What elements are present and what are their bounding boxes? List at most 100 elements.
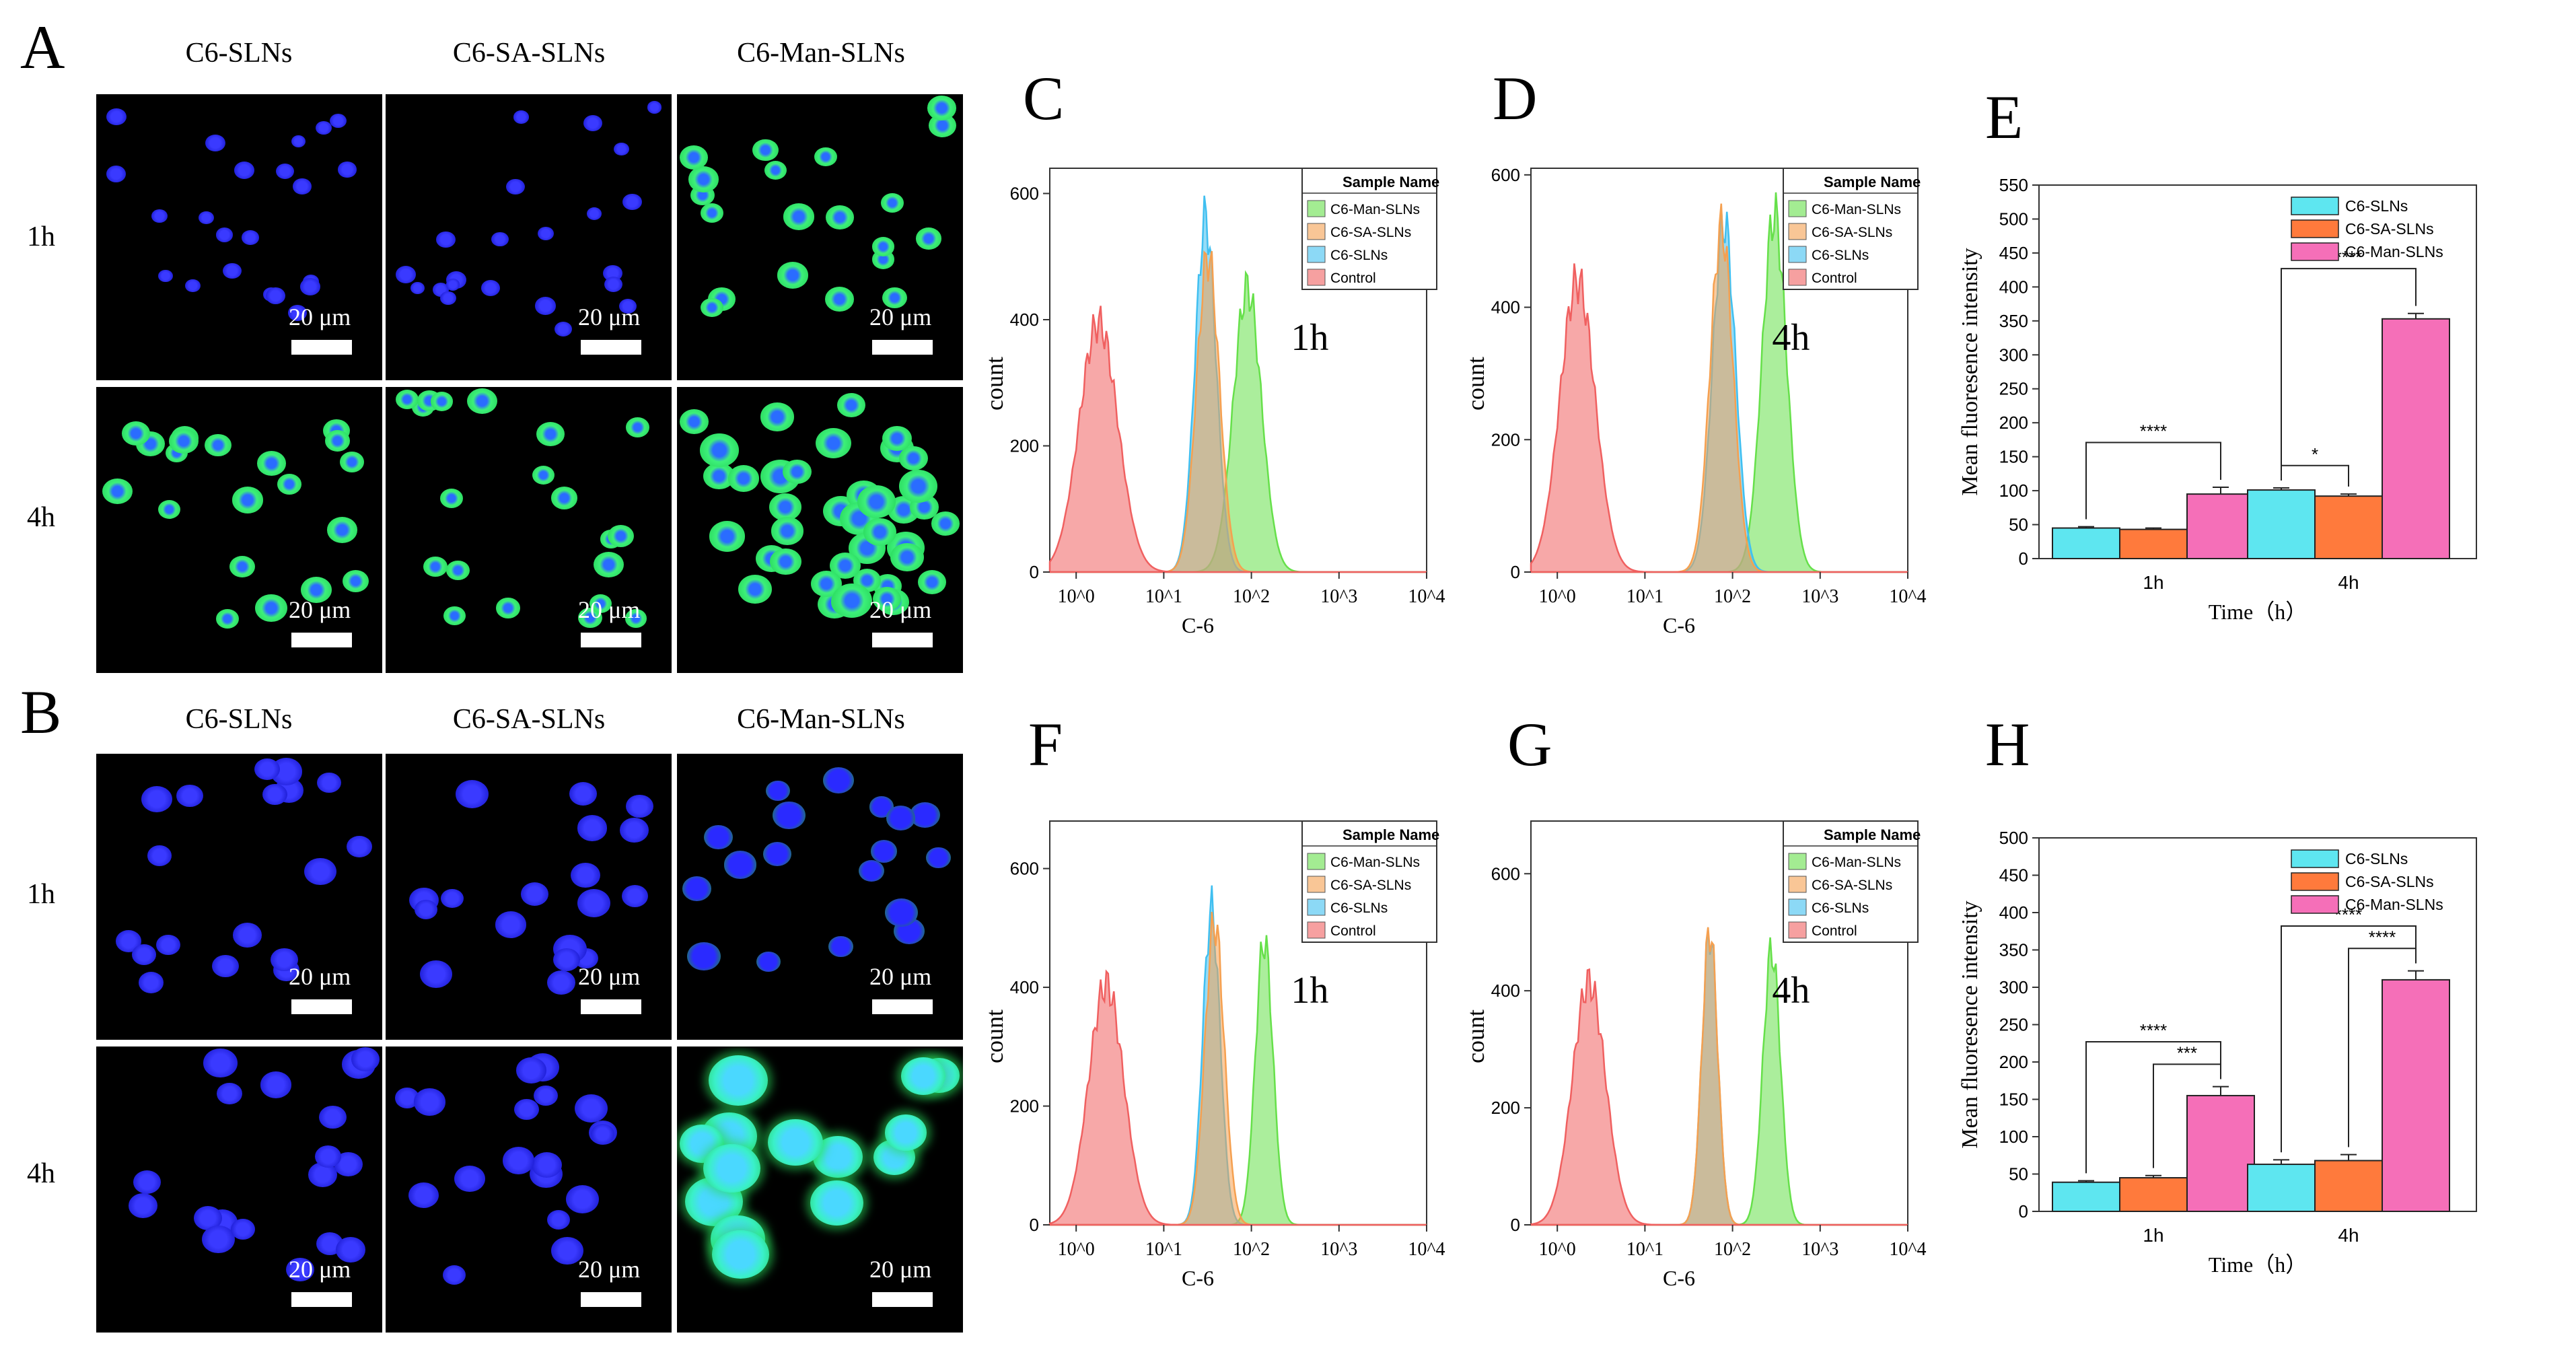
y-tick-label: 300 [1999, 345, 2028, 365]
legend-swatch [1788, 200, 1807, 217]
column-header-c6-sa-slns: C6-SA-SLNs [452, 704, 606, 735]
cell [184, 279, 201, 292]
x-axis-label: Time（h） [2209, 1252, 2307, 1277]
cell [423, 556, 448, 577]
cell [340, 452, 365, 472]
significance-bracket [2153, 1063, 2221, 1168]
micrograph-panel: 20 μm [386, 1047, 672, 1333]
bar-c6-sa-slns [2119, 1177, 2188, 1212]
time-label: 1h [1291, 317, 1328, 359]
y-axis-label: count [1462, 1009, 1489, 1063]
y-tick-label: 100 [1999, 1127, 2028, 1147]
scale-bar-label: 20 μm [578, 304, 641, 330]
micrograph-panel: 20 μm [96, 387, 382, 673]
cell [420, 960, 453, 988]
micrograph-panel: 20 μm [96, 754, 382, 1040]
y-tick-label: 450 [1999, 865, 2028, 886]
cell [262, 783, 288, 806]
x-tick-label: 10^2 [1714, 1239, 1751, 1260]
scale-bar-label: 20 μm [578, 1256, 641, 1283]
y-tick-label: 400 [1491, 297, 1520, 318]
cell [430, 392, 454, 411]
cell [231, 487, 264, 513]
x-tick-label: 10^2 [1233, 1239, 1270, 1260]
column-header-c6-man-slns: C6-Man-SLNs [737, 704, 905, 735]
micrograph-panel: 20 μm [677, 1047, 963, 1333]
cell [614, 143, 629, 156]
cell [618, 299, 637, 314]
legend-entry: C6-SA-SLNs [2345, 873, 2434, 890]
cell [863, 518, 896, 546]
cell [547, 1209, 571, 1230]
y-tick-label: 400 [1999, 902, 2028, 923]
cell [752, 139, 779, 162]
y-tick-label: 0 [2019, 548, 2028, 569]
micrograph-panel: 20 μm [386, 94, 672, 380]
column-header-c6-slns: C6-SLNs [185, 38, 293, 69]
y-axis-label: count [1462, 357, 1489, 411]
significance-bracket [2281, 464, 2349, 487]
cell [217, 1083, 242, 1105]
panel-letter-h: H [1985, 710, 2030, 779]
cell [626, 417, 650, 438]
cell [768, 1119, 824, 1166]
cell [395, 390, 419, 410]
bar-c6-man-slns [2186, 493, 2255, 559]
cell [491, 232, 509, 247]
scale-bar-label: 20 μm [289, 963, 351, 990]
y-tick-label: 600 [1491, 165, 1520, 185]
y-tick-label: 150 [1999, 447, 2028, 467]
legend-entry: C6-Man-SLNs [1812, 202, 1901, 217]
y-tick-label: 200 [1999, 1052, 2028, 1072]
row-label-1h: 1h [27, 879, 55, 910]
legend-entry: C6-Man-SLNs [1330, 202, 1420, 217]
x-tick-label: 10^2 [1233, 586, 1270, 607]
cell [445, 560, 470, 581]
y-tick-label: 0 [2019, 1201, 2028, 1221]
scale-bar [581, 633, 641, 647]
cell [836, 393, 866, 418]
y-tick-label: 400 [1010, 977, 1039, 997]
cell [927, 96, 956, 120]
cell [873, 587, 902, 611]
y-tick-label: 400 [1491, 981, 1520, 1001]
bar-c6-man-slns [2382, 979, 2450, 1212]
cell [351, 1047, 380, 1071]
scale-bar-label: 20 μm [578, 963, 641, 990]
x-tick-label: 10^2 [1714, 586, 1751, 607]
cell [288, 305, 307, 321]
cell [881, 192, 904, 213]
scale-bar [872, 340, 933, 355]
cell [708, 1055, 768, 1106]
cell [338, 162, 357, 178]
cell [570, 862, 600, 888]
cell [550, 487, 578, 509]
x-tick-label: 10^4 [1889, 1239, 1926, 1260]
cell [436, 231, 456, 248]
cell [890, 542, 924, 571]
scale-bar-label: 20 μm [869, 596, 932, 623]
cell [770, 548, 801, 575]
x-tick-label: 10^0 [1539, 586, 1576, 607]
legend-swatch [2291, 197, 2339, 215]
cell [205, 134, 226, 152]
cell [157, 269, 173, 283]
scale-bar [872, 633, 933, 647]
cell [234, 161, 255, 179]
cell [495, 911, 527, 938]
x-axis-label: Time（h） [2209, 600, 2307, 624]
cell [688, 166, 719, 193]
significance-bracket [2085, 441, 2221, 520]
cell [212, 955, 239, 978]
cell [700, 203, 724, 223]
cell [315, 1145, 342, 1168]
panel-letter-d: D [1493, 64, 1538, 133]
y-tick-label: 200 [1010, 1096, 1039, 1116]
cell [455, 779, 489, 808]
cell [335, 1237, 366, 1263]
cell [301, 577, 332, 604]
cell [203, 1049, 238, 1077]
bar-c6-slns [2247, 489, 2316, 559]
significance-label: *** [2177, 1042, 2197, 1063]
y-tick-label: 0 [1511, 562, 1520, 582]
